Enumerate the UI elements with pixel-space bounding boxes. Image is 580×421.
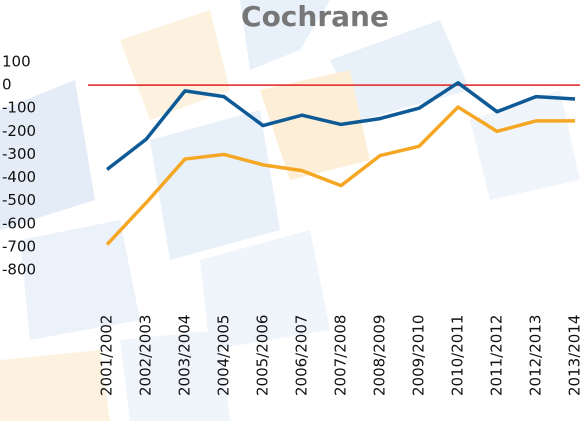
y-tick-label: -400 bbox=[2, 168, 36, 186]
x-tick-label: 2013/2014 bbox=[566, 315, 580, 396]
x-tick-label: 2012/2013 bbox=[527, 315, 545, 396]
chart: Cochrane 100 0 -100 -200 -300 -400 -500 -600 -70… bbox=[0, 0, 580, 421]
y-tick-label: -100 bbox=[2, 99, 36, 117]
y-tick-label: 100 bbox=[2, 53, 31, 71]
chart-title: Cochrane bbox=[241, 0, 389, 33]
x-tick-label: 2005/2006 bbox=[254, 315, 272, 396]
y-tick-label: -800 bbox=[2, 261, 36, 279]
x-tick-label: 2011/2012 bbox=[488, 315, 506, 396]
x-tick-label: 2004/2005 bbox=[215, 315, 233, 396]
y-tick-label: -500 bbox=[2, 191, 36, 209]
y-tick-label: -300 bbox=[2, 145, 36, 163]
x-tick-label: 2009/2010 bbox=[410, 315, 428, 396]
x-tick-label: 2007/2008 bbox=[332, 315, 350, 396]
x-tick-label: 2001/2002 bbox=[98, 315, 116, 396]
y-tick-label: 0 bbox=[2, 76, 12, 94]
y-tick-label: -600 bbox=[2, 214, 36, 232]
x-tick-label: 2002/2003 bbox=[137, 315, 155, 396]
x-tick-label: 2010/2011 bbox=[449, 315, 467, 396]
x-tick-label: 2003/2004 bbox=[176, 315, 194, 396]
y-tick-label: -200 bbox=[2, 122, 36, 140]
y-tick-label: -700 bbox=[2, 237, 36, 255]
x-tick-label: 2006/2007 bbox=[293, 315, 311, 396]
x-tick-label: 2008/2009 bbox=[371, 315, 389, 396]
